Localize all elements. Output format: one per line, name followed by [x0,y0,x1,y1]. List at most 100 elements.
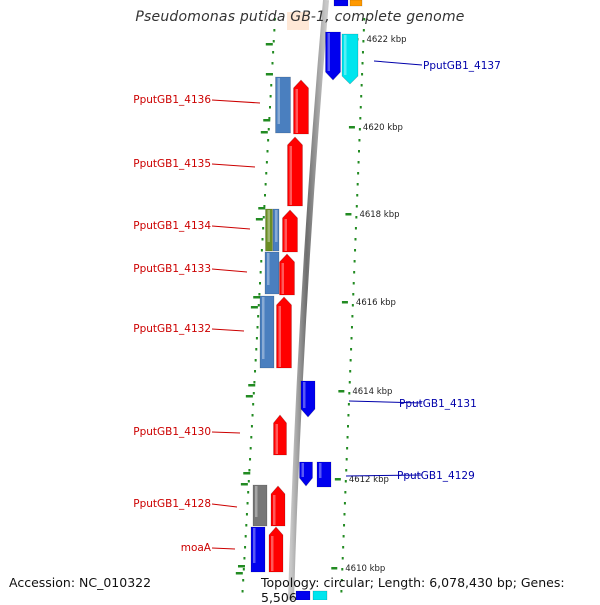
minor-tick-dot [257,315,260,318]
major-tick [245,395,253,398]
minor-tick-dot [260,249,263,252]
minor-tick-dot [273,18,276,21]
scale-label: 4620 kbp [363,123,403,133]
major-tick [334,478,341,481]
gene-highlight [275,210,278,242]
gene-blue-reverse [250,526,266,573]
minor-tick-dot [340,579,343,582]
minor-tick-dot [259,271,262,274]
minor-tick-dot [357,161,360,164]
minor-tick-dot [273,29,276,32]
minor-tick-dot [257,304,260,307]
leader-line [211,268,248,273]
minor-tick-dot [350,348,353,351]
gene-label-left: moaA [181,542,212,554]
minor-tick-dot [343,513,346,516]
minor-tick-dot [249,447,252,450]
minor-tick-dot [247,480,250,483]
minor-tick-dot [256,326,259,329]
leader-line [211,431,241,434]
leader-line [211,503,238,508]
gene-label-left: PputGB1_4132 [133,323,211,335]
gene-steel [264,251,280,295]
minor-tick-dot [266,150,269,153]
major-tick [237,565,245,568]
minor-tick-dot [244,546,247,549]
gene-highlight [277,78,280,124]
minor-tick-dot [271,62,274,65]
minor-tick-dot [255,337,258,340]
minor-tick-dot [260,260,263,263]
minor-tick-dot [247,491,250,494]
gene-steel [272,208,280,252]
minor-tick-dot [255,348,258,351]
minor-tick-dot [353,271,356,274]
minor-tick-dot [265,172,268,175]
minor-tick-dot [263,205,266,208]
gene-moaA-forward [268,526,284,573]
gene-top-clipped [333,0,349,7]
minor-tick-dot [259,282,262,285]
minor-tick-dot [361,73,364,76]
gene-PputGB1_4129-reverse [299,461,313,487]
minor-tick-dot [351,304,354,307]
minor-tick-dot [345,469,348,472]
minor-tick-dot [253,381,256,384]
gene-PputGB1_4129-reverse-b [316,461,332,488]
minor-tick-dot [254,370,257,373]
major-tick [250,306,258,309]
gene-PputGB1_4128-forward [270,485,286,527]
leader-line [211,328,245,332]
major-tick [240,483,248,486]
major-tick [348,126,355,129]
minor-tick-dot [254,359,257,362]
scale-label: 4616 kbp [356,298,396,308]
scale-label: 4612 kbp [349,475,389,485]
major-tick [260,131,268,134]
minor-tick-dot [262,227,265,230]
leader-line [211,225,251,230]
major-tick [263,119,271,122]
major-tick [258,207,266,210]
minor-tick-dot [346,447,349,450]
minor-tick-dot [343,524,346,527]
major-tick [345,213,352,216]
gene-PputGB1_4131-reverse [300,380,316,418]
minor-tick-dot [363,18,366,21]
minor-tick-dot [250,436,253,439]
gene-label-right: PputGB1_4129 [397,470,475,482]
gene-highlight [281,263,284,294]
minor-tick-dot [354,227,357,230]
gene-label-left: PputGB1_4133 [133,263,211,275]
minor-tick-dot [340,590,343,593]
leader-line [348,400,423,404]
gene-label-left: PputGB1_4135 [133,158,211,170]
minor-tick-dot [349,370,352,373]
gene-highlight [289,146,292,205]
major-tick [243,472,251,475]
gene-highlight [278,306,281,367]
minor-tick-dot [347,403,350,406]
gene-highlight [301,463,304,477]
gene-highlight [284,219,287,251]
major-tick [341,301,348,304]
gene-label-right: PputGB1_4131 [399,398,477,410]
gene-top-clipped [349,0,363,7]
gene-highlight [262,297,265,359]
minor-tick-dot [272,51,275,54]
minor-tick-dot [347,414,350,417]
minor-tick-dot [361,62,364,65]
gene-PputGB1_4132-forward [276,296,292,369]
major-tick [331,567,338,570]
gene-highlight [295,89,298,133]
leader-line [211,163,256,168]
minor-tick-dot [348,381,351,384]
gene-PputGB1_4136-forward [293,79,309,135]
minor-tick-dot [252,392,255,395]
minor-tick-dot [244,535,247,538]
minor-tick-dot [353,260,356,263]
scale-label: 4614 kbp [352,387,392,397]
minor-tick-dot [352,293,355,296]
major-tick [255,218,263,221]
minor-tick-dot [268,106,271,109]
